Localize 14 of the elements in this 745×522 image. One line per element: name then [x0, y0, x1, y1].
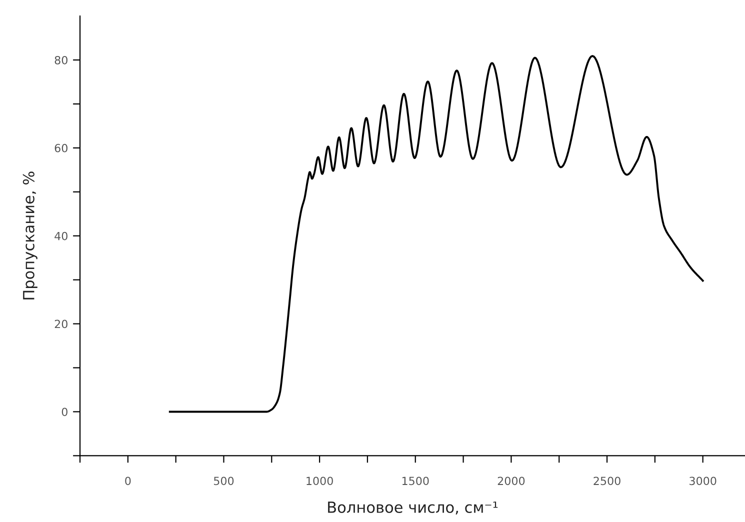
- x-tick-label: 1000: [306, 476, 333, 486]
- x-tick-label: 500: [214, 476, 234, 486]
- y-axis-title: Пропускание, %: [22, 172, 38, 300]
- x-tick-label: 2000: [498, 476, 525, 486]
- y-tick-label: 80: [54, 56, 68, 64]
- x-tick-label: 1500: [402, 476, 429, 486]
- x-tick-label: 0: [125, 476, 131, 486]
- x-tick-label: 3000: [690, 476, 716, 486]
- y-tick-label: 40: [54, 232, 68, 240]
- y-tick-label: 60: [54, 144, 68, 152]
- y-tick-label: 20: [54, 320, 68, 328]
- x-tick-label: 2500: [594, 476, 620, 486]
- y-tick-label: 0: [62, 408, 68, 416]
- x-axis-title: Волновое число, см⁻¹: [328, 502, 498, 515]
